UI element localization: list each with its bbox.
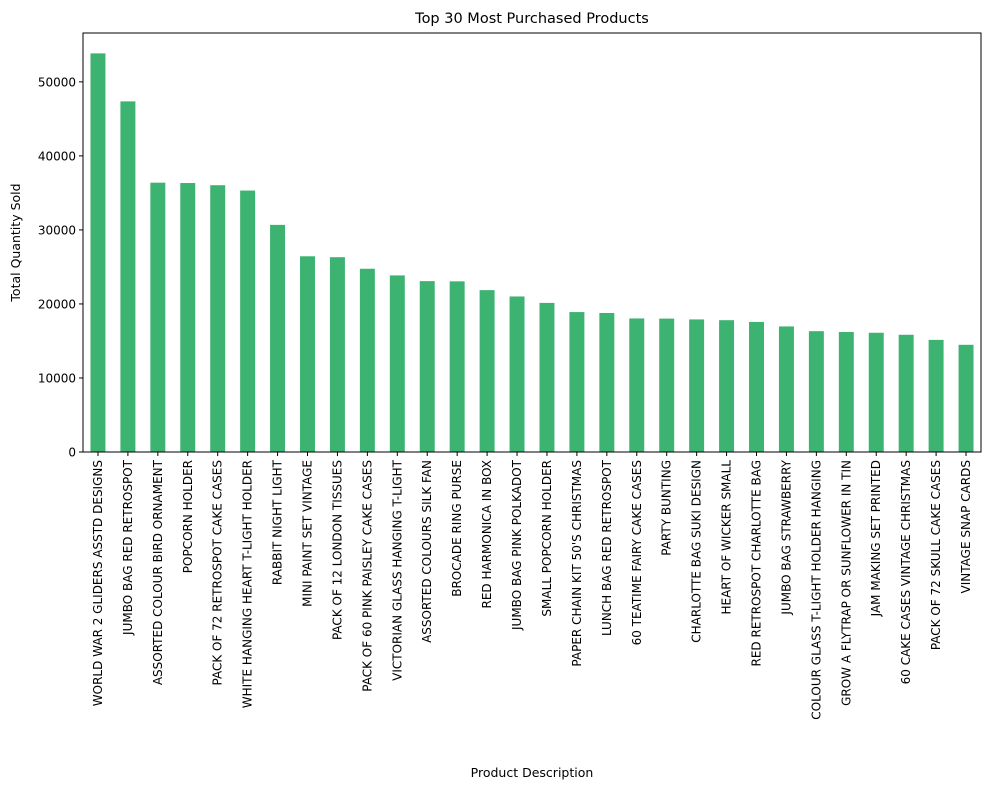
bar (329, 257, 345, 452)
y-tick-label: 50000 (38, 75, 76, 89)
x-tick-label: BROCADE RING PURSE (450, 460, 464, 597)
x-tick-label: PACK OF 12 LONDON TISSUES (330, 460, 344, 640)
x-tick-label: POPCORN HOLDER (181, 460, 195, 573)
y-axis-label: Total Quantity Sold (8, 183, 23, 302)
bar (599, 312, 615, 452)
bar (389, 275, 405, 452)
x-axis-label: Product Description (471, 765, 594, 780)
bar (270, 224, 286, 452)
bar (778, 326, 794, 452)
bar (719, 320, 735, 452)
x-tick-label: VICTORIAN GLASS HANGING T-LIGHT (390, 459, 404, 681)
x-tick-label: 60 CAKE CASES VINTAGE CHRISTMAS (899, 460, 913, 684)
x-tick-label: PAPER CHAIN KIT 50'S CHRISTMAS (570, 460, 584, 667)
x-tick-label: PACK OF 60 PINK PAISLEY CAKE CASES (360, 460, 374, 692)
x-tick-label: RED RETROSPOT CHARLOTTE BAG (750, 460, 764, 666)
bar (509, 296, 525, 452)
x-tick-label: ASSORTED COLOURS SILK FAN (420, 460, 434, 643)
bar (300, 256, 315, 452)
y-tick-label: 10000 (38, 371, 76, 385)
bars-layer (90, 53, 974, 453)
x-tick-label: RABBIT NIGHT LIGHT (271, 459, 285, 585)
x-tick-label: JAM MAKING SET PRINTED (869, 460, 883, 617)
bar (569, 312, 585, 452)
x-tick-label: COLOUR GLASS T-LIGHT HOLDER HANGING (809, 460, 823, 720)
bar (749, 321, 764, 452)
bar (898, 334, 914, 452)
plot-frame (82, 32, 982, 453)
bar (419, 281, 435, 452)
chart-title: Top 30 Most Purchased Products (414, 11, 649, 27)
y-tick-label: 20000 (38, 297, 76, 311)
x-tick-label: ASSORTED COLOUR BIRD ORNAMENT (151, 459, 165, 685)
x-tick-label: CHARLOTTE BAG SUKI DESIGN (690, 460, 704, 643)
x-tick-label: MINI PAINT SET VINTAGE (301, 460, 315, 607)
bar (928, 339, 944, 452)
bar (359, 268, 375, 452)
x-tick-label: VINTAGE SNAP CARDS (959, 460, 973, 593)
x-tick-label: WHITE HANGING HEART T-LIGHT HOLDER (241, 460, 255, 708)
x-tick-label: SMALL POPCORN HOLDER (540, 460, 554, 617)
bar (958, 344, 974, 452)
y-axis: 0 10000 20000 30000 40000 50000 (38, 75, 83, 460)
bar (210, 185, 226, 452)
bar (808, 331, 824, 452)
bar (150, 182, 166, 452)
bar (868, 332, 884, 452)
x-tick-label: PACK OF 72 SKULL CAKE CASES (929, 460, 943, 650)
y-tick-label: 30000 (38, 223, 76, 237)
x-tick-label: JUMBO BAG PINK POLKADOT (510, 459, 524, 631)
bar (659, 318, 675, 452)
x-tick-label: PACK OF 72 RETROSPOT CAKE CASES (211, 460, 225, 686)
x-tick-label: JUMBO BAG STRAWBERRY (779, 459, 793, 615)
y-tick-label: 0 (68, 446, 76, 460)
bar (240, 190, 256, 453)
x-tick-label: 60 TEATIME FAIRY CAKE CASES (630, 460, 644, 645)
bar (689, 319, 705, 452)
bar (449, 281, 465, 452)
bar (180, 183, 196, 452)
x-tick-label: LUNCH BAG RED RETROSPOT (600, 459, 614, 636)
bar (629, 318, 645, 452)
x-tick-label: GROW A FLYTRAP OR SUNFLOWER IN TIN (839, 460, 853, 706)
x-tick-label: JUMBO BAG RED RETROSPOT (121, 459, 135, 636)
x-axis: WORLD WAR 2 GLIDERS ASSTD DESIGNS JUMBO B… (91, 452, 973, 720)
x-tick-label: PARTY BUNTING (660, 460, 674, 556)
x-tick-label: RED HARMONICA IN BOX (480, 460, 494, 609)
x-tick-label: WORLD WAR 2 GLIDERS ASSTD DESIGNS (91, 460, 105, 706)
y-tick-label: 40000 (38, 149, 76, 163)
bar (838, 332, 854, 452)
x-tick-label: HEART OF WICKER SMALL (720, 460, 734, 615)
bar (90, 53, 106, 452)
bar (120, 101, 136, 452)
bar (479, 290, 495, 452)
bar (539, 302, 555, 452)
